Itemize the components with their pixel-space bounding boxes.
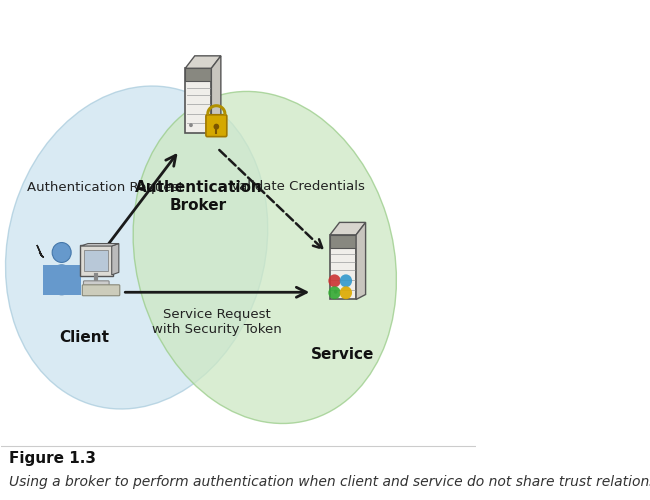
Circle shape (340, 286, 352, 299)
Circle shape (328, 274, 341, 287)
FancyBboxPatch shape (330, 235, 356, 248)
FancyBboxPatch shape (80, 245, 112, 276)
Circle shape (334, 290, 337, 294)
Text: Authentication
Broker: Authentication Broker (135, 180, 262, 213)
Polygon shape (211, 56, 221, 133)
FancyBboxPatch shape (206, 115, 227, 136)
Text: Validate Credentials: Validate Credentials (231, 180, 365, 193)
Circle shape (340, 274, 352, 287)
Text: Using a broker to perform authentication when client and service do not share tr: Using a broker to perform authentication… (8, 474, 650, 488)
Polygon shape (330, 222, 365, 235)
Polygon shape (37, 245, 44, 258)
FancyBboxPatch shape (84, 250, 108, 271)
Circle shape (189, 123, 193, 127)
Text: Service Request
with Security Token: Service Request with Security Token (153, 308, 282, 336)
Ellipse shape (5, 86, 268, 409)
FancyBboxPatch shape (83, 285, 120, 296)
FancyBboxPatch shape (43, 265, 81, 294)
Text: Service: Service (311, 347, 375, 362)
FancyBboxPatch shape (330, 235, 356, 300)
FancyBboxPatch shape (83, 281, 109, 288)
Text: Client: Client (59, 330, 109, 344)
FancyBboxPatch shape (185, 68, 211, 81)
Circle shape (328, 286, 341, 299)
Text: Authentication Request: Authentication Request (27, 182, 184, 194)
Circle shape (52, 242, 71, 262)
Circle shape (213, 124, 219, 130)
Text: Figure 1.3: Figure 1.3 (8, 452, 96, 466)
Ellipse shape (49, 265, 75, 294)
Polygon shape (81, 244, 119, 246)
FancyBboxPatch shape (185, 68, 211, 133)
Ellipse shape (133, 92, 396, 423)
Polygon shape (185, 56, 221, 68)
Polygon shape (356, 222, 365, 300)
Polygon shape (112, 244, 119, 275)
